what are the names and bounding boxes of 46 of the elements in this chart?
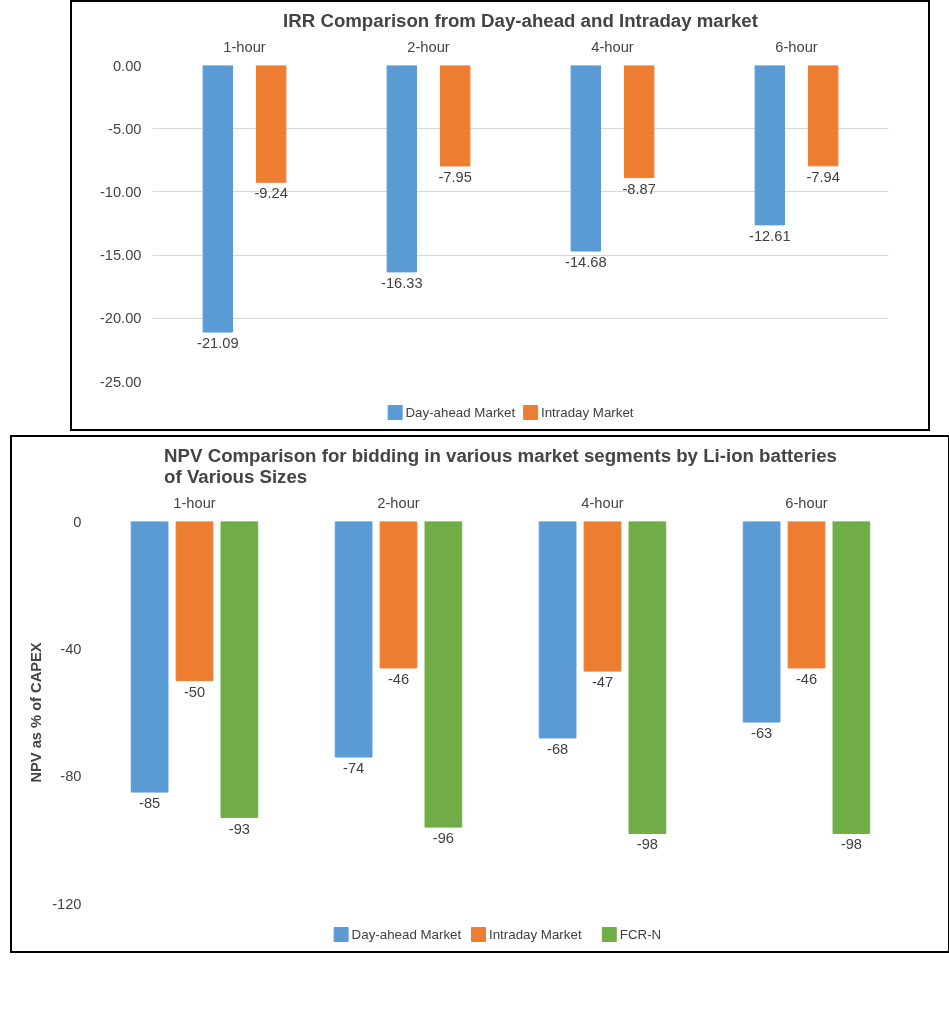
legend-label: Day-ahead Market: [351, 927, 462, 942]
data-label: -21.09: [197, 335, 239, 352]
data-label: -7.94: [806, 168, 840, 185]
legend-label: Intraday Market: [488, 927, 582, 942]
data-label: -74: [343, 760, 365, 777]
data-label: -16.33: [381, 274, 423, 291]
y-tick-label: -5.00: [108, 120, 142, 137]
x-tick-label: 1-hour: [173, 494, 216, 511]
x-tick-label: 2-hour: [377, 494, 420, 511]
y-tick-label: 0: [73, 513, 82, 530]
data-label: -68: [547, 740, 569, 757]
data-label: -14.68: [565, 254, 607, 271]
x-tick-label: 6-hour: [775, 38, 818, 55]
x-tick-label: 4-hour: [581, 494, 624, 511]
data-label: -98: [636, 836, 658, 853]
x-tick-label: 2-hour: [407, 38, 450, 55]
y-tick-label: 0.00: [112, 57, 142, 74]
data-label: -8.87: [622, 180, 656, 197]
y-tick-label: -15.00: [99, 247, 142, 264]
y-tick-label: -25.00: [99, 373, 142, 390]
legend-label: Day-ahead Market: [405, 405, 516, 420]
data-label: -63: [751, 725, 773, 742]
chart-title: IRR Comparison from Day-ahead and Intraday market: [283, 9, 758, 31]
x-tick-label: 4-hour: [591, 38, 634, 55]
data-label: -7.95: [438, 168, 472, 185]
y-tick-label: -120: [52, 895, 82, 912]
x-tick-label: 1-hour: [223, 38, 266, 55]
legend-label: FCR-N: [619, 927, 662, 942]
y-tick-label: -20.00: [99, 310, 142, 327]
legend-label: Intraday Market: [540, 405, 634, 420]
data-label: -85: [139, 795, 161, 812]
data-label: -98: [840, 836, 862, 853]
data-label: -9.24: [254, 185, 288, 202]
data-label: -46: [795, 670, 818, 687]
y-tick-label: -40: [60, 640, 82, 657]
y-tick-label: -10.00: [99, 183, 142, 200]
data-label: -93: [228, 820, 250, 837]
x-tick-label: 6-hour: [785, 494, 828, 511]
data-label: -50: [183, 683, 206, 700]
data-label: -47: [591, 674, 614, 691]
data-label: -46: [387, 670, 410, 687]
y-axis-title: NPV as % of CAPEX: [28, 642, 45, 783]
data-label: -12.61: [749, 227, 791, 244]
data-label: -96: [432, 830, 454, 847]
chart-title: NPV Comparison for bidding in various market segments by Li-ion batteries of Various Sizes: [164, 444, 837, 487]
y-tick-label: -80: [60, 768, 82, 785]
